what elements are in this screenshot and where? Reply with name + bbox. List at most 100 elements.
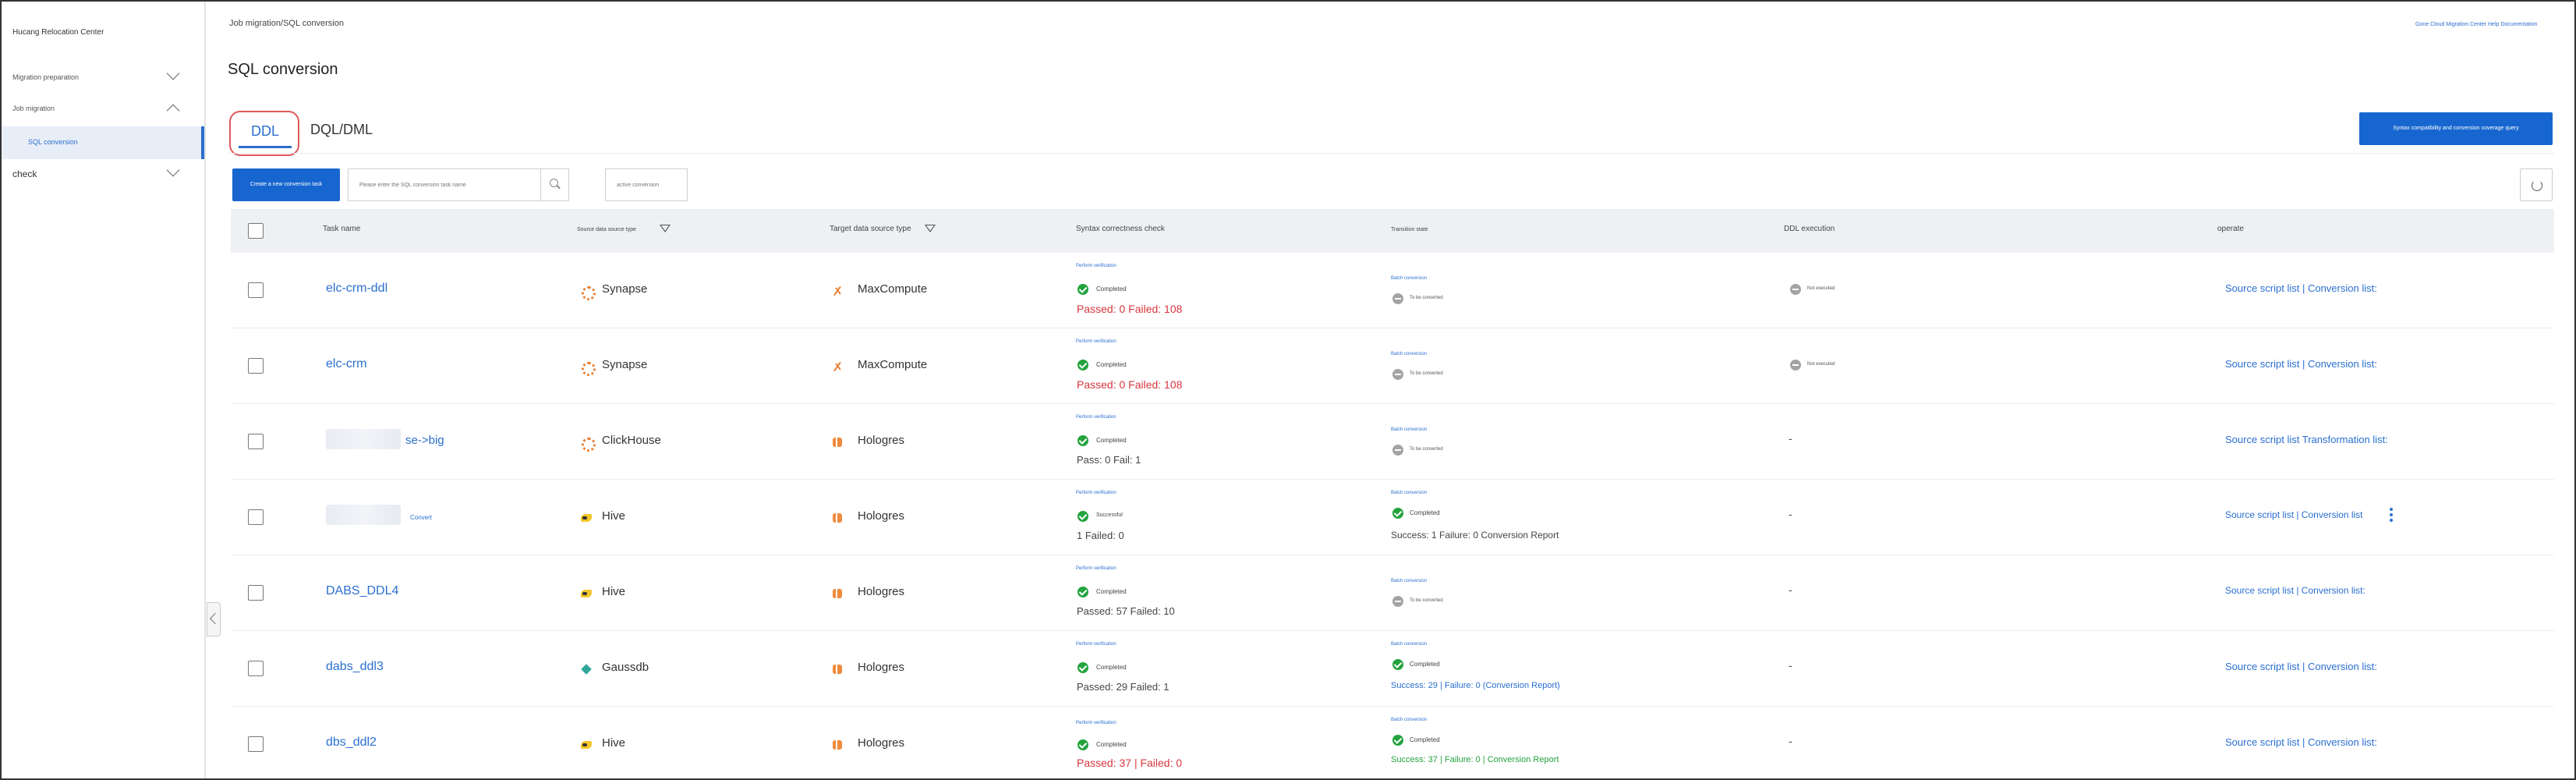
row-checkbox[interactable]	[248, 585, 264, 601]
operate-links[interactable]: Source script list | Conversion list:	[2225, 585, 2365, 596]
page-title: SQL conversion	[228, 61, 338, 78]
sidebar-item-migration-preparation[interactable]: Migration preparation	[2, 62, 204, 94]
tab-ddl[interactable]: DDL	[229, 111, 299, 156]
batch-conversion-link[interactable]: Batch conversion	[1391, 579, 1428, 583]
sidebar-item-sql-conversion[interactable]: SQL conversion	[2, 126, 204, 159]
perform-verification-link[interactable]: Perform verification	[1076, 721, 1116, 725]
tab-dql-dml[interactable]: DQL/DML	[310, 122, 373, 137]
target-type: Hologres	[858, 736, 905, 750]
target-type: Hologres	[858, 509, 905, 523]
sidebar-item-check[interactable]: check	[2, 159, 204, 190]
check-status: Completed	[1096, 741, 1127, 748]
sidebar-item-job-migration[interactable]: Job migration	[2, 94, 204, 125]
help-doc-link[interactable]: Gone Cloud Migration Center Help Documen…	[2415, 22, 2538, 27]
perform-verification-link[interactable]: Perform verification	[1076, 339, 1116, 344]
redacted-task-name	[326, 505, 401, 525]
ddl-execution-value: -	[1789, 432, 1792, 445]
operate-links[interactable]: Source script list | Conversion list:	[2225, 358, 2377, 370]
table-row: elc-crm Synapse MaxCompute Perform verif…	[231, 328, 2554, 404]
task-name-link[interactable]: dbs_ddl2	[326, 736, 377, 749]
batch-conversion-link[interactable]: Batch conversion	[1391, 642, 1428, 647]
perform-verification-link[interactable]: Perform verification	[1076, 642, 1116, 647]
hologres-icon	[831, 436, 844, 448]
operate-links[interactable]: Source script list | Conversion list	[2225, 509, 2363, 520]
active-conversion-filter[interactable]: active conversion	[605, 168, 688, 201]
operate-links[interactable]: Source script list | Conversion list:	[2225, 282, 2377, 294]
check-circle-icon	[1077, 587, 1088, 597]
transition-result[interactable]: Success: 1 Failure: 0 Conversion Report	[1391, 530, 1559, 541]
ddl-execution-value: -	[1789, 583, 1792, 596]
task-name-link[interactable]: Convert	[410, 514, 433, 521]
sidebar-title: Hucang Relocation Center	[12, 28, 104, 37]
check-status: Successful	[1096, 512, 1123, 518]
hologres-icon	[831, 739, 844, 751]
task-name-link[interactable]: DABS_DDL4	[326, 584, 399, 597]
row-checkbox[interactable]	[248, 736, 264, 752]
table-row: elc-crm-ddl Synapse MaxCompute Perform v…	[231, 253, 2554, 328]
ddl-execution-value: -	[1789, 735, 1792, 747]
task-name-link[interactable]: dabs_ddl3	[326, 660, 384, 673]
source-type: ClickHouse	[602, 434, 661, 447]
perform-verification-link[interactable]: Perform verification	[1076, 415, 1116, 420]
row-checkbox[interactable]	[248, 661, 264, 676]
operate-links[interactable]: Source script list | Conversion list:	[2225, 661, 2377, 672]
search-button[interactable]	[540, 169, 568, 200]
hologres-icon	[831, 512, 844, 524]
row-checkbox[interactable]	[248, 358, 264, 374]
maxcompute-icon	[831, 360, 844, 373]
syntax-coverage-button[interactable]: Syntax compatibility and conversion cove…	[2359, 112, 2553, 145]
transition-status: To be converted	[1410, 598, 1443, 603]
source-type: Gaussdb	[602, 661, 649, 674]
batch-conversion-link[interactable]: Batch conversion	[1391, 718, 1428, 722]
search-input[interactable]	[349, 169, 542, 200]
perform-verification-link[interactable]: Perform verification	[1076, 264, 1116, 268]
ddl-status: Not executed	[1807, 286, 1835, 291]
batch-conversion-link[interactable]: Batch conversion	[1391, 352, 1428, 356]
create-task-button[interactable]: Create a new conversion task	[232, 168, 340, 201]
filter-icon[interactable]	[925, 225, 936, 237]
check-circle-icon	[1077, 284, 1088, 295]
transition-result[interactable]: Success: 29 | Failure: 0 (Conversion Rep…	[1391, 681, 1560, 690]
ddl-execution-value: -	[1789, 508, 1792, 520]
target-type: MaxCompute	[858, 282, 928, 296]
operate-links[interactable]: Source script list | Conversion list:	[2225, 736, 2377, 748]
sidebar: Hucang Relocation Center Migration prepa…	[2, 2, 206, 778]
column-header-source-type: Source data source type	[577, 227, 636, 232]
refresh-button[interactable]	[2520, 168, 2553, 201]
check-circle-icon	[1077, 435, 1088, 446]
more-actions-icon[interactable]	[2389, 508, 2394, 525]
batch-conversion-link[interactable]: Batch conversion	[1391, 276, 1428, 281]
transition-result[interactable]: Success: 37 | Failure: 0 | Conversion Re…	[1391, 755, 1559, 764]
batch-conversion-link[interactable]: Batch conversion	[1391, 427, 1428, 432]
chevron-up-icon	[166, 104, 180, 118]
column-header-task-name: Task name	[323, 225, 361, 233]
pending-icon	[1392, 445, 1403, 456]
check-circle-icon	[1077, 662, 1088, 673]
operate-links[interactable]: Source script list Transformation list:	[2225, 434, 2388, 445]
filter-icon[interactable]	[660, 225, 671, 237]
refresh-icon	[2532, 180, 2542, 191]
task-name-link[interactable]: se->big	[405, 434, 444, 447]
maxcompute-icon	[831, 285, 844, 297]
check-status: Completed	[1096, 285, 1127, 292]
hologres-icon	[831, 587, 844, 600]
task-name-link[interactable]: elc-crm	[326, 357, 367, 370]
target-type: Hologres	[858, 434, 905, 447]
batch-conversion-link[interactable]: Batch conversion	[1391, 491, 1428, 495]
row-checkbox[interactable]	[248, 509, 264, 525]
sidebar-collapse-button[interactable]	[207, 602, 221, 636]
row-checkbox[interactable]	[248, 434, 264, 449]
perform-verification-link[interactable]: Perform verification	[1076, 566, 1116, 571]
row-checkbox[interactable]	[248, 282, 264, 298]
hologres-icon	[831, 663, 844, 675]
perform-verification-link[interactable]: Perform verification	[1076, 491, 1116, 495]
check-status: Completed	[1096, 361, 1127, 368]
check-circle-icon	[1392, 735, 1403, 746]
task-name-link[interactable]: elc-crm-ddl	[326, 282, 388, 295]
check-result: Passed: 0 Failed: 108	[1077, 378, 1183, 391]
tabs-divider	[228, 153, 2554, 154]
check-status: Completed	[1096, 664, 1127, 671]
select-all-checkbox[interactable]	[248, 223, 264, 239]
transition-status: To be converted	[1410, 447, 1443, 452]
